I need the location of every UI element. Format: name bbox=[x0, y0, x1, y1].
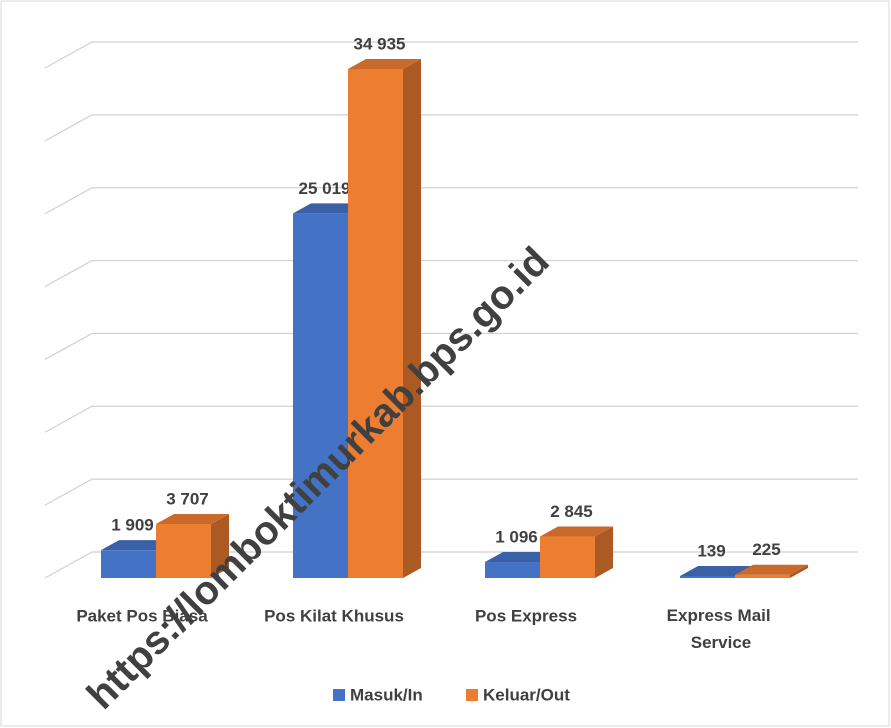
bar bbox=[735, 564, 808, 578]
x-tick-label: Pos Kilat Khusus bbox=[264, 606, 404, 625]
bar-side bbox=[595, 526, 613, 578]
x-tick-label: Express Mail Service bbox=[667, 606, 776, 652]
bar-side bbox=[790, 564, 808, 578]
legend-label: Masuk/In bbox=[350, 685, 423, 704]
bar bbox=[348, 58, 421, 578]
bar-front bbox=[156, 523, 211, 578]
legend-swatch bbox=[466, 689, 478, 701]
x-tick-label: Paket Pos Biasa bbox=[76, 606, 208, 625]
bar-front bbox=[680, 575, 735, 578]
bar-top bbox=[735, 564, 808, 575]
grid-line bbox=[44, 187, 858, 215]
bar-side bbox=[403, 58, 421, 578]
bar-front bbox=[735, 574, 790, 578]
data-label: 2 845 bbox=[550, 502, 593, 521]
bar-front bbox=[101, 550, 156, 578]
bar-top bbox=[156, 513, 229, 524]
grid-line bbox=[44, 114, 858, 142]
data-label: 34 935 bbox=[354, 34, 406, 53]
x-tick-label: Pos Express bbox=[475, 606, 577, 625]
grid-line bbox=[44, 405, 858, 433]
legend-label: Keluar/Out bbox=[483, 685, 570, 704]
bar-top bbox=[680, 565, 753, 576]
legend-swatch bbox=[333, 689, 345, 701]
data-label: 3 707 bbox=[166, 489, 209, 508]
bar-top bbox=[540, 526, 613, 537]
data-label: 225 bbox=[752, 540, 780, 559]
bar-top bbox=[485, 552, 558, 563]
bar-front bbox=[293, 213, 348, 578]
bar-front bbox=[348, 68, 403, 578]
bar-top bbox=[101, 540, 174, 551]
bar-front bbox=[485, 562, 540, 578]
bar-top bbox=[293, 203, 366, 214]
grid-line bbox=[44, 332, 858, 360]
grid-line bbox=[44, 259, 858, 288]
bar-side bbox=[211, 513, 229, 578]
data-label: 1 096 bbox=[495, 528, 538, 547]
bar bbox=[156, 513, 229, 578]
data-label: 25 019 bbox=[299, 179, 351, 198]
bar-front bbox=[540, 536, 595, 578]
data-label: 139 bbox=[697, 541, 725, 560]
data-label: 1 909 bbox=[111, 516, 154, 535]
bar bbox=[540, 526, 613, 578]
bar-top bbox=[348, 58, 421, 69]
grid-line bbox=[44, 41, 858, 69]
grid-line bbox=[44, 478, 858, 506]
